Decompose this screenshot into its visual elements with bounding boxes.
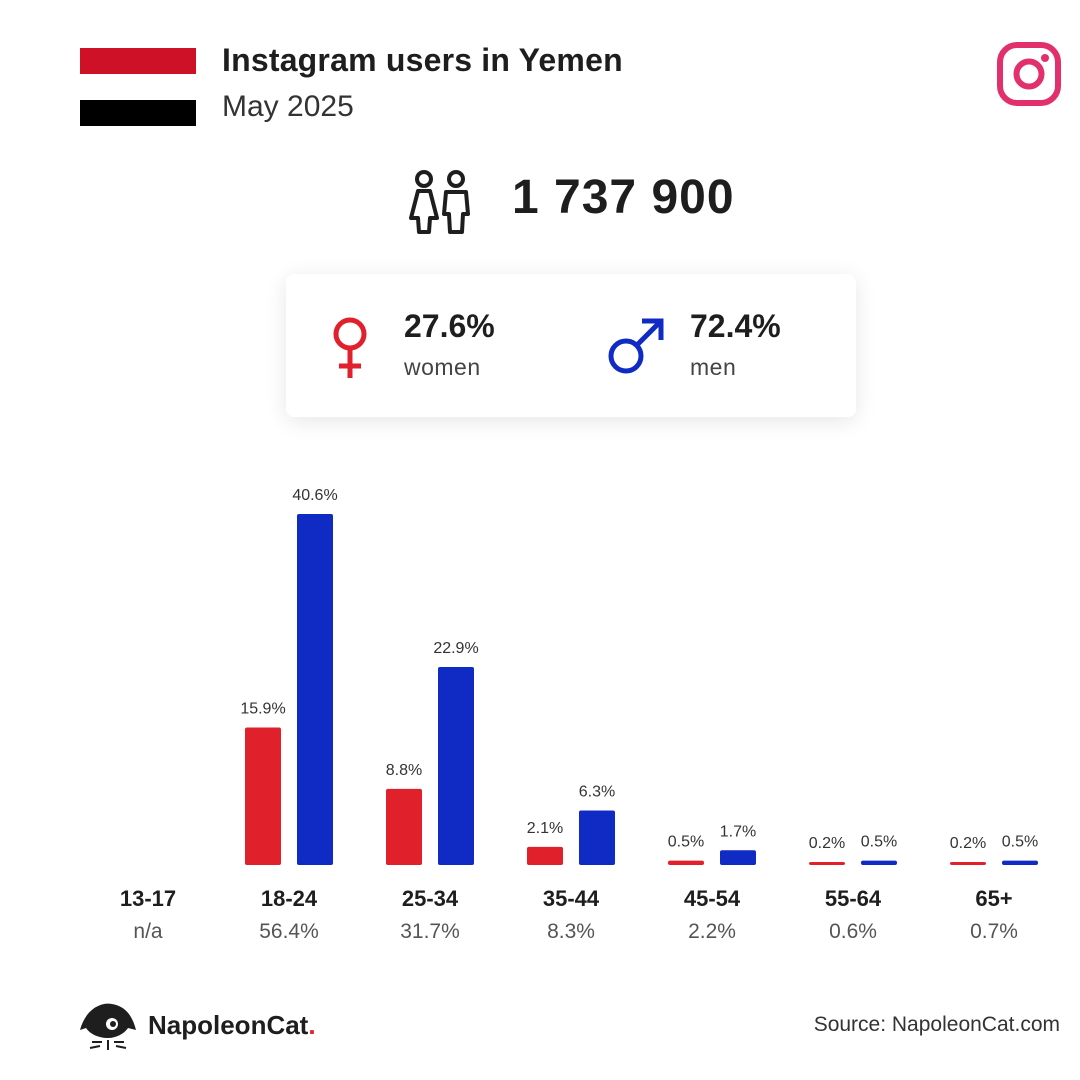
category-total-45-54: 2.2% — [688, 920, 736, 943]
bar-men-25-34 — [438, 667, 474, 865]
bar-men-65+ — [1002, 860, 1038, 865]
category-total-55-64: 0.6% — [829, 920, 877, 943]
bar-label-women-35-44: 2.1% — [527, 820, 563, 837]
napoleoncat-brand: NapoleonCat. — [148, 1010, 316, 1040]
women-pct: 27.6% — [404, 308, 495, 344]
bar-label-women-65+: 0.2% — [950, 835, 986, 852]
category-label-13-17: 13-17 — [120, 886, 176, 911]
bar-label-women-55-64: 0.2% — [809, 835, 845, 852]
total-users: 1 737 900 — [512, 171, 735, 224]
page-subtitle: May 2025 — [222, 90, 354, 123]
bar-women-18-24 — [245, 727, 281, 865]
female-icon — [333, 317, 367, 378]
bar-men-35-44 — [579, 810, 615, 865]
bar-label-women-25-34: 8.8% — [386, 762, 422, 779]
category-label-55-64: 55-64 — [825, 886, 882, 911]
napoleoncat-logo-icon — [80, 1003, 136, 1050]
bar-men-45-54 — [720, 850, 756, 865]
category-label-18-24: 18-24 — [261, 886, 318, 911]
gender-card: 27.6% women 72.4% men — [286, 274, 856, 417]
bar-label-men-45-54: 1.7% — [720, 823, 756, 840]
bar-women-65+ — [950, 862, 986, 865]
age-gender-chart: 13-17 n/a 15.9% 40.6% 18-24 56.4% 8.8% 22.9% 25-… — [120, 487, 1038, 943]
instagram-icon — [997, 42, 1061, 106]
bar-women-45-54 — [668, 860, 704, 865]
yemen-flag — [80, 48, 196, 126]
category-total-18-24: 56.4% — [259, 920, 319, 943]
women-label: women — [404, 354, 481, 380]
bar-women-55-64 — [809, 862, 845, 865]
bar-label-men-65+: 0.5% — [1002, 834, 1038, 851]
category-label-35-44: 35-44 — [543, 886, 600, 911]
bar-men-55-64 — [861, 860, 897, 865]
bar-label-women-18-24: 15.9% — [240, 701, 285, 718]
bar-women-35-44 — [527, 846, 563, 865]
bar-label-men-18-24: 40.6% — [292, 487, 337, 504]
bar-label-women-45-54: 0.5% — [668, 834, 704, 851]
men-pct: 72.4% — [690, 308, 781, 344]
men-label: men — [690, 354, 737, 380]
category-total-25-34: 31.7% — [400, 920, 460, 943]
bar-women-25-34 — [386, 788, 422, 865]
people-icon — [409, 170, 470, 234]
source-text: Source: NapoleonCat.com — [813, 1013, 1060, 1036]
bar-label-men-25-34: 22.9% — [433, 640, 478, 657]
category-label-65+: 65+ — [975, 886, 1012, 911]
category-total-35-44: 8.3% — [547, 920, 595, 943]
bar-label-men-55-64: 0.5% — [861, 834, 897, 851]
category-label-25-34: 25-34 — [402, 886, 459, 911]
category-label-45-54: 45-54 — [684, 886, 741, 911]
category-total-13-17: n/a — [133, 920, 163, 943]
bar-men-18-24 — [297, 514, 333, 865]
male-icon — [608, 318, 664, 374]
page-title: Instagram users in Yemen — [222, 42, 623, 78]
bar-label-men-35-44: 6.3% — [579, 784, 615, 801]
category-total-65+: 0.7% — [970, 920, 1018, 943]
